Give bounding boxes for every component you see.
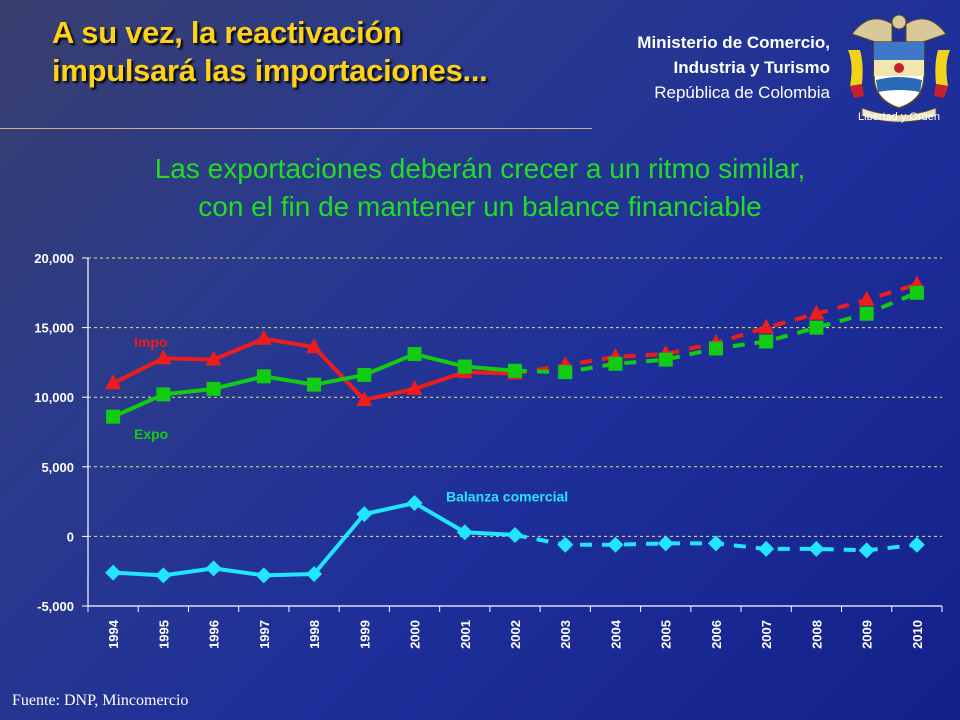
x-tick-label: 2001 bbox=[458, 620, 473, 649]
slide-title: A su vez, la reactivación impulsará las … bbox=[52, 14, 592, 90]
x-tick-label: 2010 bbox=[910, 620, 925, 649]
impo-point bbox=[356, 390, 373, 406]
balanza-point bbox=[456, 524, 473, 541]
series-line-historical bbox=[113, 500, 516, 578]
balanza-point bbox=[306, 565, 323, 582]
x-tick-label: 1998 bbox=[307, 620, 322, 649]
ministry-block: Ministerio de Comercio, Industria y Turi… bbox=[637, 30, 830, 105]
ministry-line-3: República de Colombia bbox=[654, 83, 830, 102]
expo-point bbox=[256, 369, 271, 384]
series-label-impo: Impo bbox=[134, 334, 167, 350]
balanza-point bbox=[758, 540, 775, 557]
expo-point bbox=[156, 387, 171, 402]
title-line-1: A su vez, la reactivación bbox=[52, 15, 402, 50]
label-layer: Impo Expo Balanza comercial bbox=[134, 334, 568, 505]
x-tick-label: 2006 bbox=[709, 620, 724, 649]
y-tick-label: 10,000 bbox=[34, 390, 74, 405]
expo-point bbox=[608, 356, 623, 371]
balanza-point bbox=[858, 542, 875, 559]
series-layer bbox=[105, 275, 925, 584]
expo-point bbox=[909, 285, 924, 300]
x-tick-label: 1996 bbox=[207, 620, 222, 649]
expo-point bbox=[357, 367, 372, 382]
x-tick-label: 2002 bbox=[508, 620, 523, 649]
impo-point bbox=[858, 290, 875, 306]
x-tick-label: 2008 bbox=[809, 620, 824, 649]
expo-point bbox=[407, 347, 422, 362]
subtitle-line-2: con el fin de mantener un balance financ… bbox=[198, 191, 762, 222]
y-tick-label: 5,000 bbox=[41, 460, 74, 475]
expo-point bbox=[106, 409, 121, 424]
series-line-projected bbox=[514, 290, 918, 375]
title-divider bbox=[0, 128, 592, 129]
balanza-point bbox=[356, 506, 373, 523]
balanza-point bbox=[808, 540, 825, 557]
expo-point bbox=[759, 334, 774, 349]
axis-layer: -5,000 0 5,000 10,000 15,000 20,000 1994 1995 19… bbox=[34, 251, 943, 649]
balanza-point bbox=[205, 560, 222, 577]
x-tick-label: 1994 bbox=[106, 619, 121, 649]
series-expo bbox=[106, 285, 924, 424]
x-tick-label: 2004 bbox=[608, 619, 623, 649]
balanza-point bbox=[507, 527, 523, 544]
balanza-point bbox=[607, 536, 624, 553]
balanza-point bbox=[908, 536, 925, 553]
source-note: Fuente: DNP, Mincomercio bbox=[12, 692, 189, 709]
x-tick-label: 1999 bbox=[357, 620, 372, 649]
expo-point bbox=[859, 306, 874, 321]
chart-subtitle: Las exportaciones deberán crecer a un ri… bbox=[0, 150, 960, 226]
y-tick-label: 20,000 bbox=[34, 251, 74, 266]
expo-point bbox=[558, 365, 573, 380]
balanza-point bbox=[557, 536, 574, 553]
impo-point bbox=[155, 349, 172, 365]
impo-point bbox=[105, 374, 122, 390]
expo-point bbox=[206, 381, 221, 396]
expo-point bbox=[307, 377, 322, 392]
coat-of-arms-icon: Libertad y Orden bbox=[848, 14, 950, 123]
title-line-2: impulsará las importaciones... bbox=[52, 53, 488, 88]
y-tick-label: 0 bbox=[67, 529, 74, 544]
series-line-projected bbox=[514, 282, 918, 376]
x-tick-label: 1995 bbox=[156, 620, 171, 649]
x-tick-label: 2009 bbox=[860, 620, 875, 649]
expo-point bbox=[457, 359, 472, 374]
expo-point bbox=[809, 320, 824, 335]
y-tick-label: 15,000 bbox=[34, 321, 74, 336]
trade-line-chart: -5,000 0 5,000 10,000 15,000 20,000 1994 1995 19… bbox=[34, 251, 943, 649]
x-tick-label: 2000 bbox=[408, 620, 423, 649]
impo-point bbox=[758, 318, 775, 334]
expo-point bbox=[508, 363, 522, 378]
x-tick-label: 2007 bbox=[759, 620, 774, 649]
series-label-expo: Expo bbox=[134, 426, 168, 442]
y-tick-label: -5,000 bbox=[37, 599, 74, 614]
balanza-point bbox=[406, 494, 423, 511]
x-tick-label: 1997 bbox=[257, 620, 272, 649]
impo-point bbox=[255, 329, 272, 345]
impo-point bbox=[205, 350, 222, 366]
balanza-point bbox=[155, 567, 172, 584]
x-tick-label: 2003 bbox=[558, 620, 573, 649]
balanza-point bbox=[707, 535, 724, 552]
series-balanza-comercial bbox=[105, 494, 925, 584]
subtitle-line-1: Las exportaciones deberán crecer a un ri… bbox=[154, 153, 806, 184]
impo-point bbox=[406, 379, 423, 395]
balanza-point bbox=[657, 535, 674, 552]
balanza-point bbox=[105, 564, 122, 581]
expo-point bbox=[658, 352, 673, 367]
expo-point bbox=[708, 341, 723, 356]
impo-point bbox=[306, 338, 323, 354]
x-tick-label: 2005 bbox=[659, 620, 674, 649]
ministry-line-1: Ministerio de Comercio, bbox=[637, 33, 830, 52]
series-label-balanza: Balanza comercial bbox=[446, 489, 568, 505]
ministry-line-2: Industria y Turismo bbox=[673, 58, 831, 77]
balanza-point bbox=[255, 567, 272, 584]
motto-text: Libertad y Orden bbox=[858, 111, 940, 123]
impo-point bbox=[808, 304, 825, 320]
